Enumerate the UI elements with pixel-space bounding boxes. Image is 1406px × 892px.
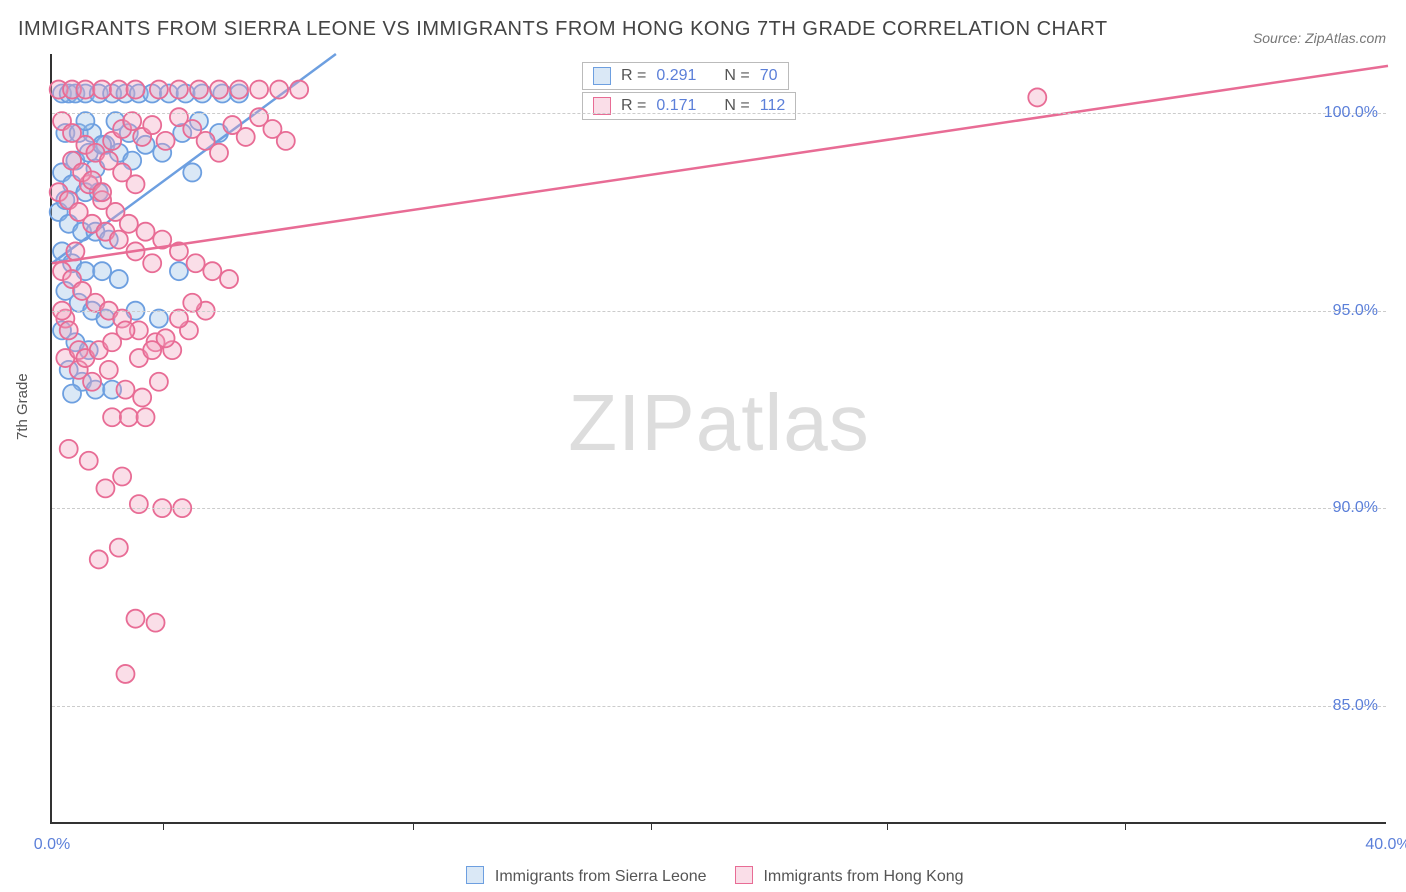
data-point bbox=[120, 408, 138, 426]
x-tick bbox=[413, 822, 414, 830]
stat-box-series-1: R = 0.291 N = 70 bbox=[582, 62, 789, 90]
chart-svg bbox=[52, 54, 1386, 822]
data-point bbox=[290, 81, 308, 99]
data-point bbox=[127, 175, 145, 193]
source-attribution: Source: ZipAtlas.com bbox=[1253, 30, 1386, 46]
y-tick-label: 95.0% bbox=[1333, 302, 1378, 320]
data-point bbox=[120, 215, 138, 233]
data-point bbox=[110, 539, 128, 557]
gridline bbox=[52, 706, 1386, 707]
plot-area: ZIPatlas R = 0.291 N = 70 R = 0.171 N = … bbox=[50, 54, 1386, 824]
data-point bbox=[203, 262, 221, 280]
y-tick-label: 90.0% bbox=[1333, 499, 1378, 517]
data-point bbox=[127, 610, 145, 628]
data-point bbox=[123, 112, 141, 130]
data-point bbox=[190, 81, 208, 99]
data-point bbox=[157, 329, 175, 347]
stat-n-label: N = bbox=[724, 67, 749, 85]
data-point bbox=[127, 81, 145, 99]
stat-r-value: 0.291 bbox=[656, 67, 696, 85]
data-point bbox=[143, 116, 161, 134]
data-point bbox=[183, 163, 201, 181]
data-point bbox=[1028, 88, 1046, 106]
x-tick bbox=[163, 822, 164, 830]
data-point bbox=[220, 270, 238, 288]
data-point bbox=[116, 381, 134, 399]
data-point bbox=[116, 321, 134, 339]
data-point bbox=[113, 468, 131, 486]
x-tick bbox=[1125, 822, 1126, 830]
data-point bbox=[100, 361, 118, 379]
data-point bbox=[270, 81, 288, 99]
chart-title: IMMIGRANTS FROM SIERRA LEONE VS IMMIGRAN… bbox=[18, 18, 1108, 41]
data-point bbox=[93, 81, 111, 99]
swatch-icon bbox=[466, 866, 484, 884]
legend-label-1: Immigrants from Sierra Leone bbox=[495, 868, 707, 885]
data-point bbox=[93, 262, 111, 280]
data-point bbox=[150, 81, 168, 99]
data-point bbox=[157, 132, 175, 150]
data-point bbox=[143, 254, 161, 272]
data-point bbox=[150, 373, 168, 391]
data-point bbox=[237, 128, 255, 146]
y-axis-label: 7th Grade bbox=[14, 373, 31, 440]
y-tick-label: 100.0% bbox=[1324, 104, 1378, 122]
legend: Immigrants from Sierra Leone Immigrants … bbox=[0, 866, 1406, 886]
x-tick bbox=[887, 822, 888, 830]
x-tick-label: 40.0% bbox=[1365, 836, 1406, 854]
data-point bbox=[170, 262, 188, 280]
data-point bbox=[133, 389, 151, 407]
data-point bbox=[90, 550, 108, 568]
legend-label-2: Immigrants from Hong Kong bbox=[763, 868, 963, 885]
data-point bbox=[130, 495, 148, 513]
data-point bbox=[183, 294, 201, 312]
x-tick bbox=[651, 822, 652, 830]
gridline bbox=[52, 508, 1386, 509]
data-point bbox=[170, 81, 188, 99]
data-point bbox=[147, 614, 165, 632]
gridline bbox=[52, 311, 1386, 312]
data-point bbox=[110, 231, 128, 249]
data-point bbox=[76, 81, 94, 99]
gridline bbox=[52, 113, 1386, 114]
data-point bbox=[150, 310, 168, 328]
data-point bbox=[137, 408, 155, 426]
data-point bbox=[110, 81, 128, 99]
data-point bbox=[60, 440, 78, 458]
data-point bbox=[230, 81, 248, 99]
data-point bbox=[250, 81, 268, 99]
data-point bbox=[96, 479, 114, 497]
data-point bbox=[210, 81, 228, 99]
swatch-icon bbox=[593, 67, 611, 85]
swatch-icon bbox=[735, 866, 753, 884]
stat-r-label: R = bbox=[621, 67, 646, 85]
stat-box-series-2: R = 0.171 N = 112 bbox=[582, 92, 796, 120]
data-point bbox=[137, 223, 155, 241]
data-point bbox=[80, 452, 98, 470]
data-point bbox=[187, 254, 205, 272]
data-point bbox=[210, 144, 228, 162]
data-point bbox=[170, 310, 188, 328]
data-point bbox=[103, 408, 121, 426]
data-point bbox=[116, 665, 134, 683]
data-point bbox=[83, 373, 101, 391]
data-point bbox=[60, 321, 78, 339]
x-tick-label: 0.0% bbox=[34, 836, 70, 854]
data-point bbox=[277, 132, 295, 150]
y-tick-label: 85.0% bbox=[1333, 697, 1378, 715]
stat-n-value: 70 bbox=[760, 67, 778, 85]
data-point bbox=[110, 270, 128, 288]
data-point bbox=[93, 183, 111, 201]
data-point bbox=[63, 385, 81, 403]
